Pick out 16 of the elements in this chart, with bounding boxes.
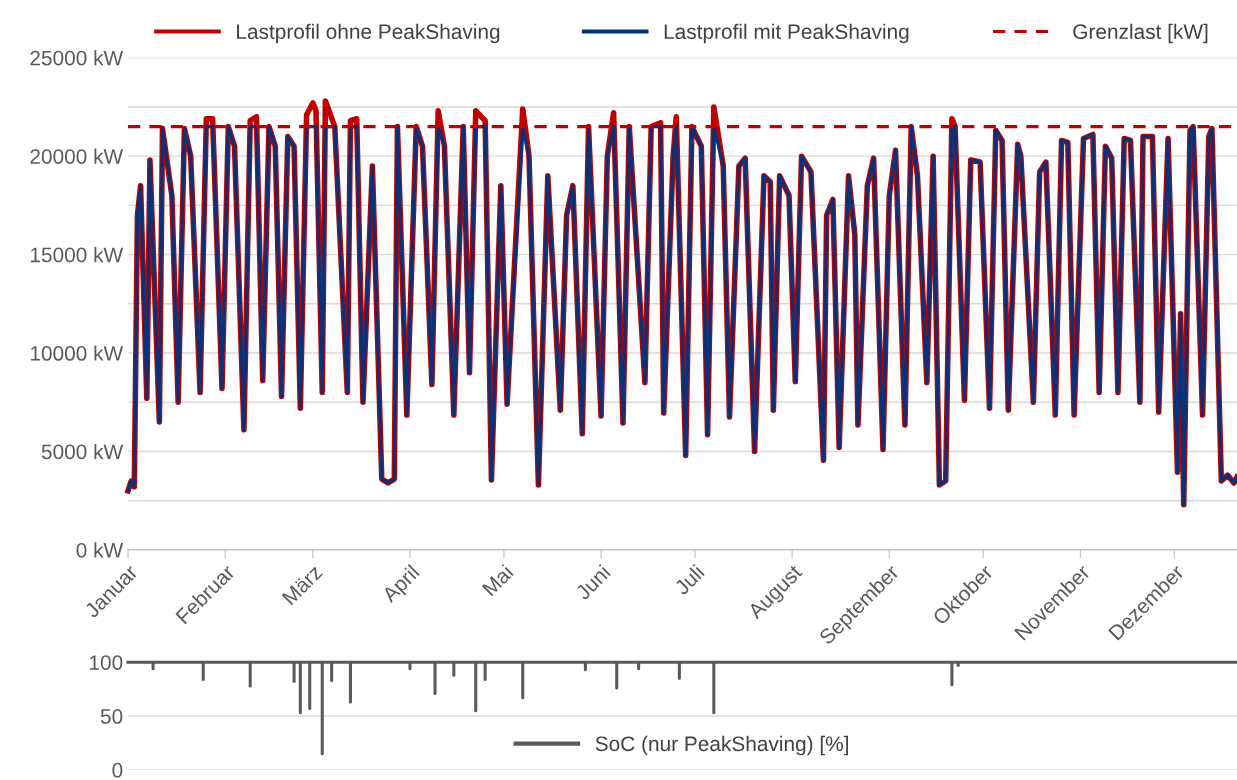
legend-label: Lastprofil mit PeakShaving: [664, 23, 909, 44]
x-tick-label: Juni: [574, 564, 611, 601]
y-tick-label: 50: [100, 709, 123, 724]
x-tick-label: Mai: [481, 564, 514, 597]
y-tick-label: 10000 kW: [30, 345, 124, 361]
legend-label: Lastprofil ohne PeakShaving: [237, 23, 500, 44]
y-tick-label: 5000 kW: [41, 443, 124, 460]
legend-label: SoC (nur PeakShaving) [%]: [595, 735, 848, 756]
y-tick-label: 15000 kW: [30, 247, 124, 263]
x-tick-label: Juli: [673, 564, 705, 596]
y-tick-label: 0 kW: [76, 542, 124, 558]
y-tick-label: 20000 kW: [30, 148, 124, 164]
legend-label: Grenzlast [kW]: [1073, 23, 1208, 44]
y-tick-label: 0: [112, 762, 123, 778]
y-tick-label: 25000 kW: [30, 50, 124, 66]
y-tick-label: 100: [90, 655, 123, 670]
